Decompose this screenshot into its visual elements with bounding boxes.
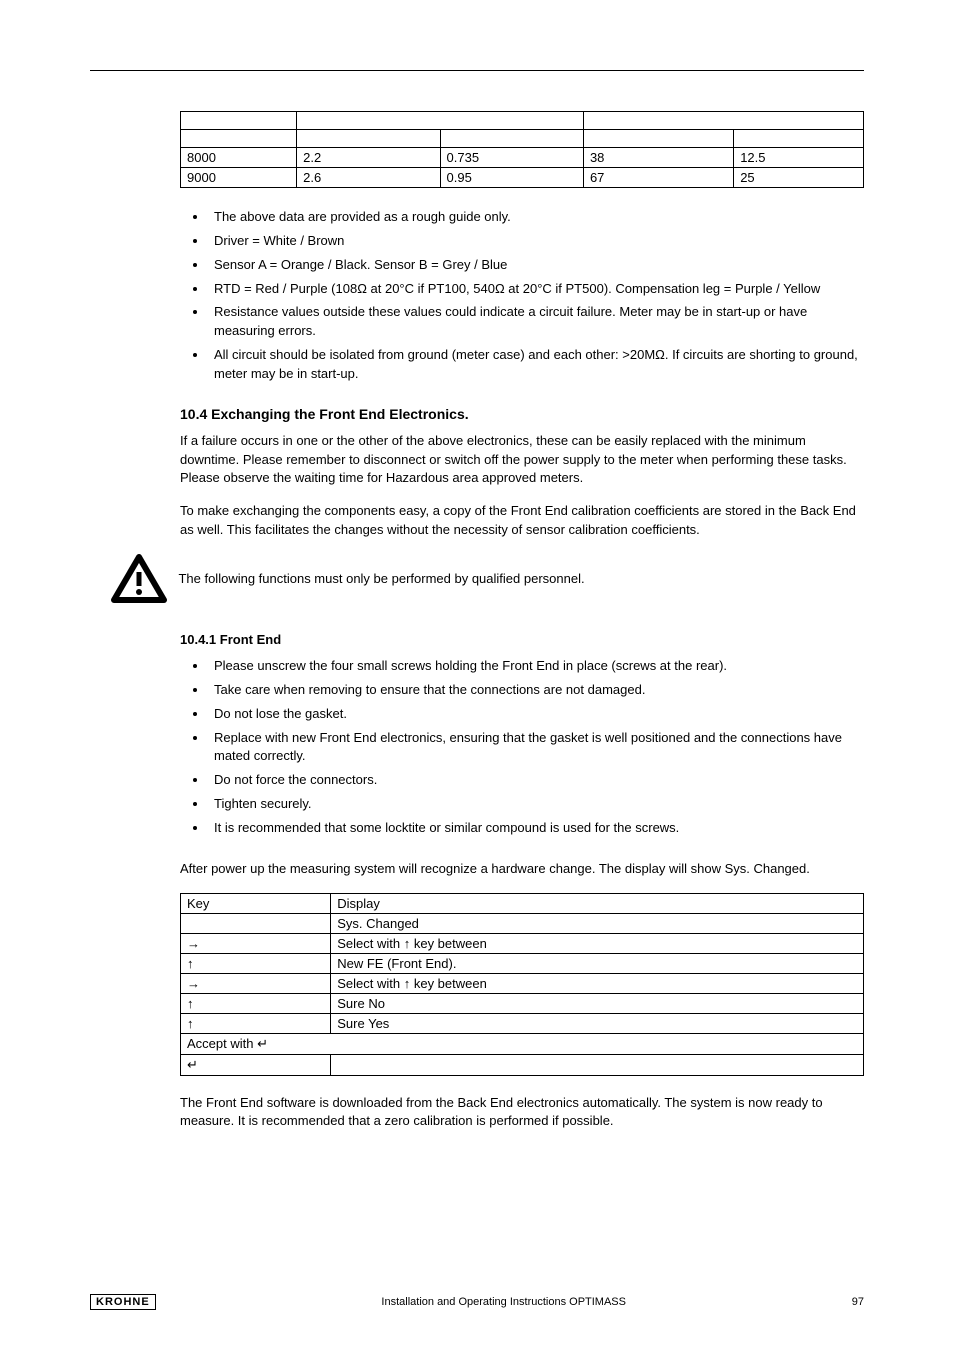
data-table-1: 80002.20.7353812.590002.60.956725 (180, 111, 864, 188)
list-item: It is recommended that some locktite or … (208, 819, 864, 838)
list-item: Sensor A = Orange / Black. Sensor B = Gr… (208, 256, 864, 275)
list-item: Do not lose the gasket. (208, 705, 864, 724)
footer-title: Installation and Operating Instructions … (381, 1296, 626, 1308)
warning-row: The following functions must only be per… (110, 554, 864, 604)
paragraph: To make exchanging the components easy, … (180, 502, 864, 540)
list-item: Do not force the connectors. (208, 771, 864, 790)
list-item: Tighten securely. (208, 795, 864, 814)
paragraph: After power up the measuring system will… (180, 860, 864, 879)
bullet-list-1: The above data are provided as a rough g… (208, 208, 864, 384)
paragraph: If a failure occurs in one or the other … (180, 432, 864, 489)
table-header-row (181, 112, 864, 130)
table-row: Accept with ↵ (181, 1033, 864, 1054)
paragraph: The Front End software is downloaded fro… (180, 1094, 864, 1132)
table-row: 90002.60.956725 (181, 168, 864, 188)
list-item: Resistance values outside these values c… (208, 303, 864, 341)
list-item: Replace with new Front End electronics, … (208, 729, 864, 767)
table-header-row (181, 130, 864, 148)
key-display-table: Key Display Sys. Changed→Select with ↑ k… (180, 893, 864, 1076)
table-row: →Select with ↑ key between (181, 973, 864, 993)
list-item: All circuit should be isolated from grou… (208, 346, 864, 384)
table-row: →Select with ↑ key between (181, 933, 864, 953)
list-item: Please unscrew the four small screws hol… (208, 657, 864, 676)
section-title: 10.4 Exchanging the Front End Electronic… (180, 406, 864, 422)
table-row: 80002.20.7353812.5 (181, 148, 864, 168)
table-row: ↑Sure No (181, 993, 864, 1013)
table-header-row: Key Display (181, 893, 864, 913)
table-row: ↑Sure Yes (181, 1013, 864, 1033)
subsection-title: 10.4.1 Front End (180, 632, 864, 647)
table-row: Sys. Changed (181, 913, 864, 933)
list-item: The above data are provided as a rough g… (208, 208, 864, 227)
logo: KROHNE (90, 1294, 156, 1310)
bullet-list-2: Please unscrew the four small screws hol… (208, 657, 864, 838)
page-number: 97 (852, 1296, 864, 1308)
table-row: ↑New FE (Front End). (181, 953, 864, 973)
list-item: Take care when removing to ensure that t… (208, 681, 864, 700)
table-row: ↵ (181, 1054, 864, 1075)
warning-text: The following functions must only be per… (178, 571, 584, 586)
list-item: RTD = Red / Purple (108Ω at 20°C if PT10… (208, 280, 864, 299)
list-item: Driver = White / Brown (208, 232, 864, 251)
footer: KROHNE Installation and Operating Instru… (90, 1294, 864, 1310)
warning-icon (110, 554, 168, 604)
header-rule (90, 70, 864, 71)
